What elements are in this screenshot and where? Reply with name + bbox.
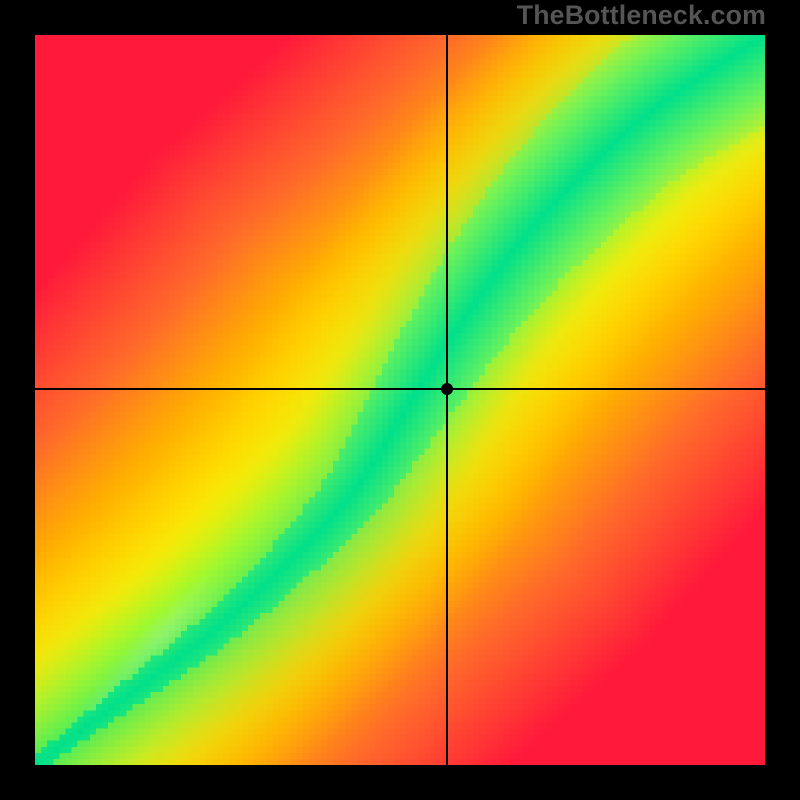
chart-container: TheBottleneck.com bbox=[0, 0, 800, 800]
watermark-text: TheBottleneck.com bbox=[517, 0, 766, 31]
heatmap-canvas bbox=[35, 35, 765, 765]
crosshair-vertical bbox=[446, 35, 448, 765]
crosshair-dot bbox=[441, 383, 453, 395]
crosshair-horizontal bbox=[35, 388, 765, 390]
